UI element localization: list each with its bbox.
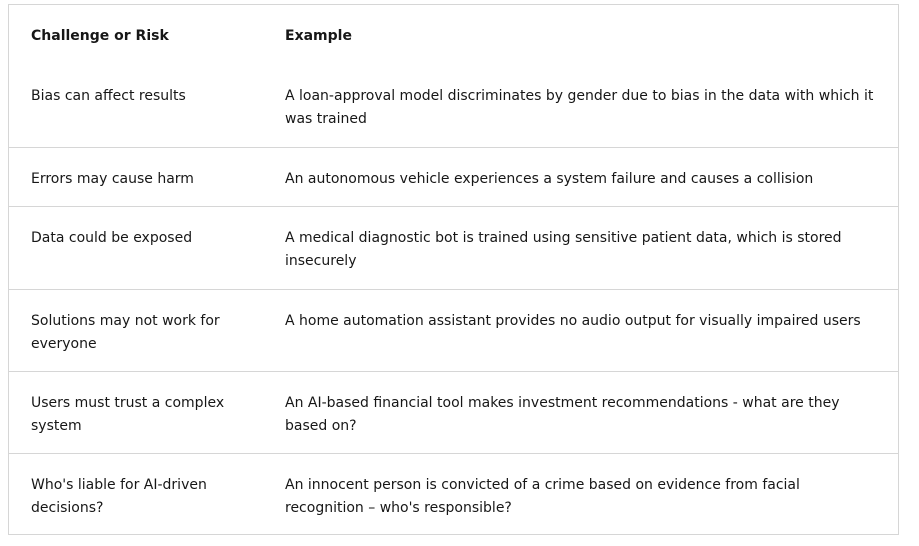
table-row: Errors may cause harm An autonomous vehi…: [9, 147, 898, 206]
table-row: Solutions may not work for everyone A ho…: [9, 289, 898, 371]
challenges-risks-table: Challenge or Risk Example Bias can affec…: [9, 5, 898, 535]
table-row: Users must trust a complex system An AI-…: [9, 371, 898, 453]
challenge-cell: Who's liable for AI-driven decisions?: [31, 476, 207, 516]
header-challenge: Challenge or Risk: [31, 28, 169, 44]
example-cell: A medical diagnostic bot is trained usin…: [285, 229, 842, 269]
challenge-cell: Bias can affect results: [31, 88, 186, 104]
example-cell: A home automation assistant provides no …: [285, 312, 861, 329]
header-example: Example: [285, 28, 352, 44]
table-row: Bias can affect results A loan-approval …: [9, 65, 898, 147]
challenge-cell: Data could be exposed: [31, 229, 193, 246]
example-cell: An autonomous vehicle experiences a syst…: [285, 170, 814, 187]
example-cell: An innocent person is convicted of a cri…: [285, 476, 800, 516]
risk-table-container: Challenge or Risk Example Bias can affec…: [8, 4, 899, 535]
example-cell: A loan-approval model discriminates by g…: [285, 88, 874, 127]
challenge-cell: Users must trust a complex system: [31, 394, 225, 434]
challenge-cell: Solutions may not work for everyone: [31, 312, 220, 352]
challenge-cell: Errors may cause harm: [31, 170, 194, 187]
table-header-row: Challenge or Risk Example: [9, 5, 898, 65]
table-row: Data could be exposed A medical diagnost…: [9, 206, 898, 289]
table-row: Who's liable for AI-driven decisions? An…: [9, 453, 898, 535]
example-cell: An AI-based financial tool makes investm…: [285, 394, 840, 434]
